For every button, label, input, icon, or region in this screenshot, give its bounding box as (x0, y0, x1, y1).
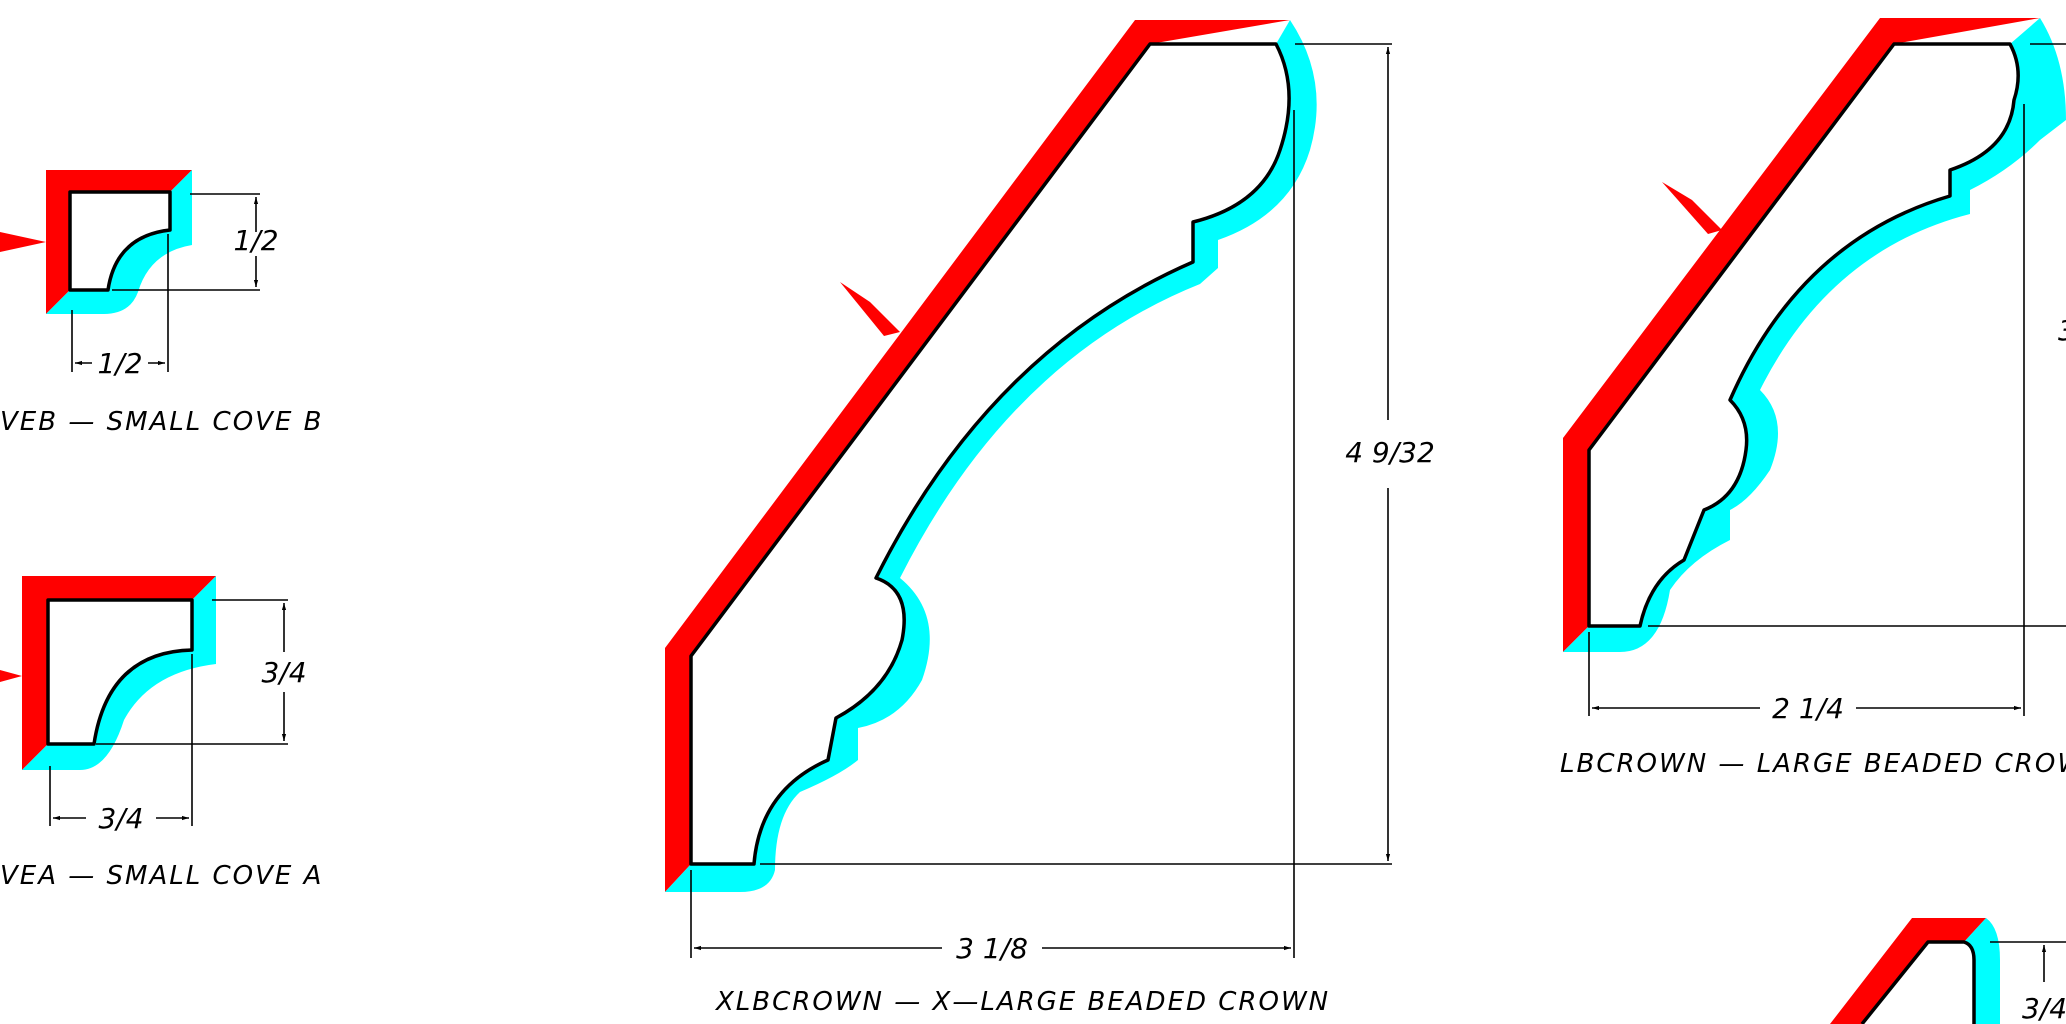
small-cove-b-width-label: 1/2 (97, 347, 142, 380)
small-cove-b-cyan-face (46, 170, 192, 314)
small-cove-b-side-arrow (0, 232, 46, 252)
small-cove-b-dimensions (71, 193, 260, 372)
small-cove-a-width-label: 3/4 (98, 802, 143, 835)
xlbcrown-shape (665, 20, 1317, 892)
small-cove-b-height-label: 1/2 (233, 224, 278, 257)
profile-large-beaded-crown: 3 2 1/4 LBCROWN — LARGE BEADED CROWN (1560, 18, 2066, 779)
small-cove-b-caption: VEB — SMALL COVE B (0, 407, 323, 437)
partial-height-label: 3/4 (2022, 992, 2066, 1024)
small-cove-a-height-label: 3/4 (261, 656, 306, 689)
xlbcrown-width-label: 3 1/8 (956, 932, 1028, 965)
xlbcrown-height-label: 4 9/32 (1345, 436, 1435, 469)
profile-small-cove-a: 3/4 3/4 VEA — SMALL COVE A (0, 576, 323, 891)
small-cove-a-dimensions (49, 599, 288, 826)
lbcrown-caption: LBCROWN — LARGE BEADED CROWN (1560, 749, 2066, 779)
small-cove-a-caption: VEA — SMALL COVE A (0, 861, 323, 891)
xlbcrown-caption: XLBCROWN — X—LARGE BEADED CROWN (714, 987, 1330, 1017)
small-cove-a-red-face (22, 576, 216, 770)
lbcrown-width-label: 2 1/4 (1772, 692, 1844, 725)
lbcrown-shape (1563, 18, 2066, 652)
partial-red-face (1830, 918, 1986, 1024)
profile-partial-bottom-right: 3/4 (1830, 918, 2066, 1024)
small-cove-a-outline (46, 598, 194, 746)
xlbcrown-outline (689, 42, 1291, 866)
partial-cyan-face (1964, 918, 2000, 1024)
lbcrown-outline (1587, 42, 2020, 628)
small-cove-b-red-face (46, 170, 192, 314)
small-cove-a-shape (0, 576, 216, 770)
lbcrown-height-label: 3 (2058, 314, 2066, 347)
profile-small-cove-b: 1/2 1/2 VEB — SMALL COVE B (0, 170, 323, 437)
profile-xlarge-beaded-crown: 4 9/32 3 1/8 XLBCROWN — X—LARGE BEADED C… (665, 20, 1435, 1017)
lbcrown-side-arrow (1662, 182, 1722, 234)
partial-outline (1860, 940, 1976, 1024)
lbcrown-red-face (1563, 18, 2040, 652)
lbcrown-dimensions (1588, 43, 2066, 716)
small-cove-b-outline (68, 190, 172, 292)
small-cove-a-cyan-face (22, 576, 216, 770)
xlbcrown-dimensions (690, 43, 1392, 958)
small-cove-a-side-arrow (0, 670, 22, 682)
small-cove-b-shape (0, 170, 192, 314)
xlbcrown-side-arrow (840, 282, 900, 336)
